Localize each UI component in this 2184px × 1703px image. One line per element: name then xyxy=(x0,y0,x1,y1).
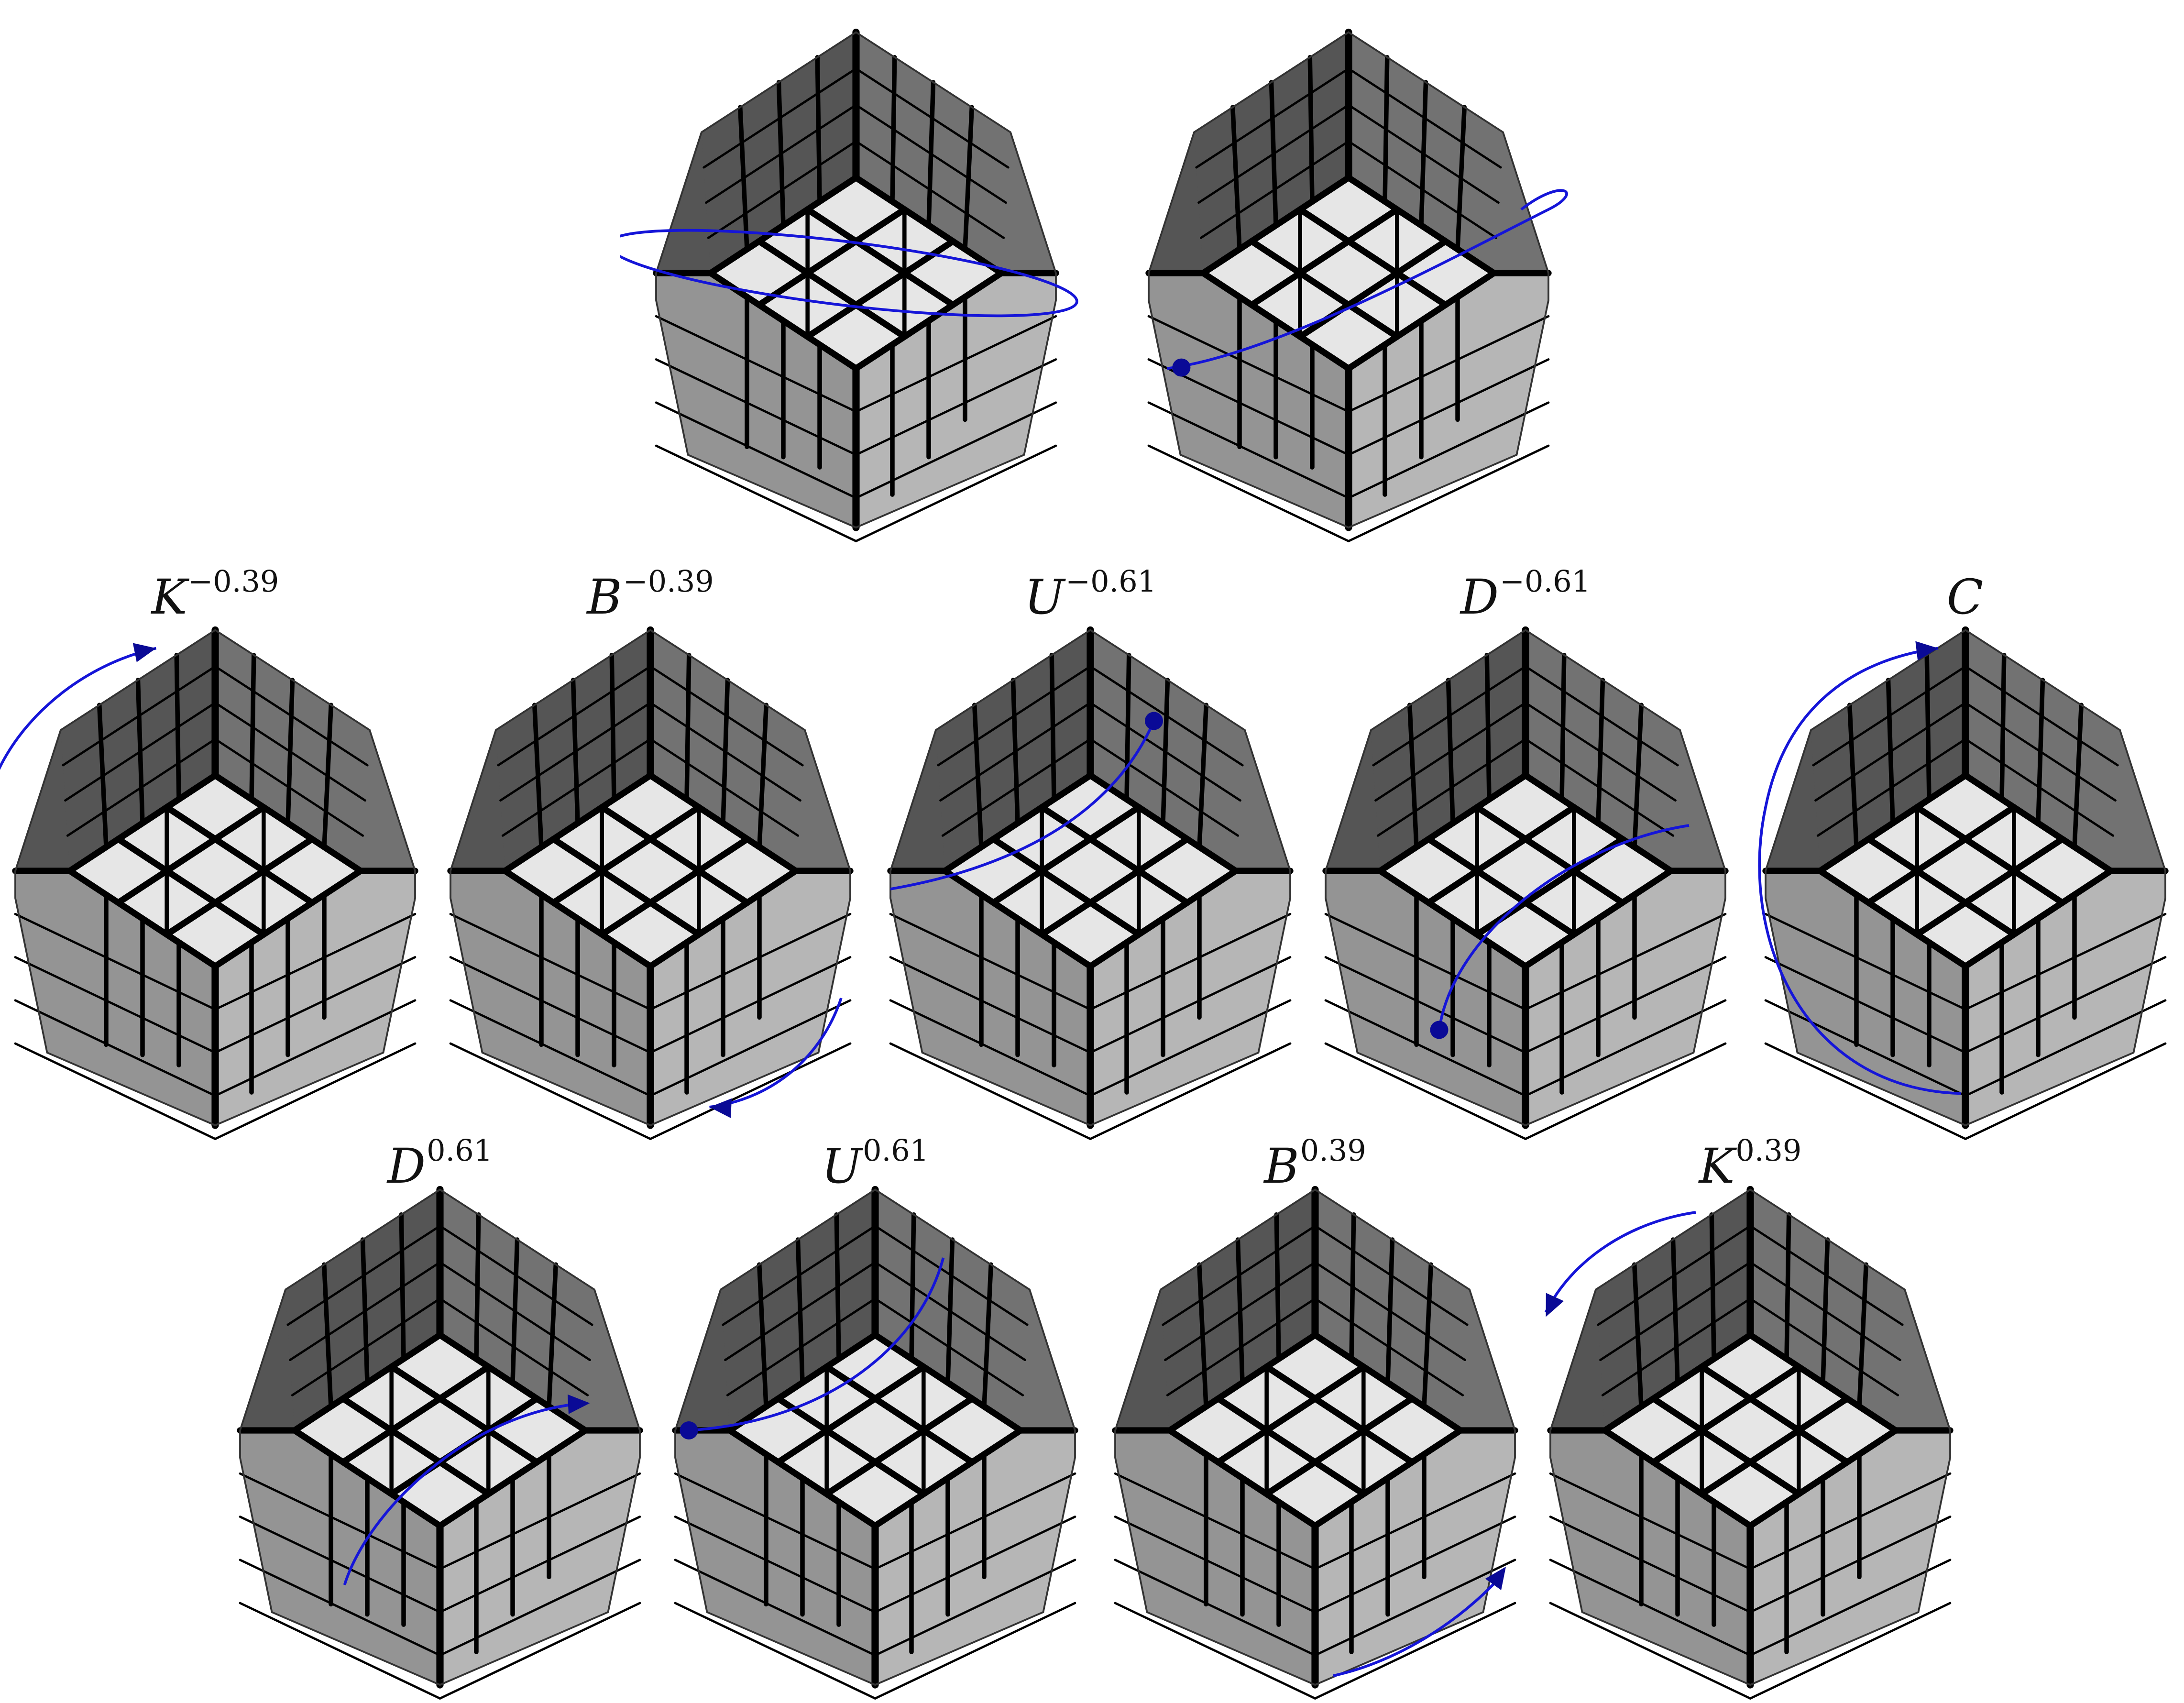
move-letter: K xyxy=(151,569,187,625)
rotation-arrow xyxy=(1166,188,1568,377)
move-exponent: −0.39 xyxy=(623,564,714,599)
upper-right-face xyxy=(1090,630,1290,871)
move-letter: D xyxy=(387,1138,426,1194)
rotation-arrow xyxy=(620,229,1078,317)
move-label: K−0.39 xyxy=(152,567,279,621)
rotation-arrow xyxy=(1758,641,1961,1095)
puzzle-middle-4 xyxy=(1758,626,2169,1140)
upper-right-face xyxy=(440,1189,640,1430)
rotation-arrow xyxy=(1430,824,1690,1039)
puzzle-bottom-2 xyxy=(1112,1186,1518,1700)
upper-right-face xyxy=(1526,630,1725,871)
move-exponent: 0.39 xyxy=(1300,1133,1366,1168)
upper-right-face xyxy=(215,630,415,871)
move-letter: B xyxy=(587,569,622,625)
puzzle-middle-1 xyxy=(447,626,854,1140)
upper-right-face xyxy=(856,32,1056,273)
rotation-arrow xyxy=(680,1257,945,1439)
move-letter: C xyxy=(1946,569,1984,625)
upper-right-face xyxy=(1750,1189,1950,1430)
move-label: U0.61 xyxy=(822,1136,929,1190)
move-letter: U xyxy=(821,1138,862,1194)
puzzle-bottom-3 xyxy=(1544,1186,1954,1700)
upper-right-face xyxy=(1349,32,1548,273)
move-label: C xyxy=(1947,567,1985,621)
puzzle-middle-2 xyxy=(887,626,1294,1140)
move-exponent: 0.61 xyxy=(427,1133,493,1168)
puzzle-initial-state xyxy=(620,28,1078,542)
rotation-arrow xyxy=(709,997,843,1118)
upper-right-face xyxy=(1965,630,2165,871)
move-letter: U xyxy=(1024,569,1065,625)
move-label: D−0.61 xyxy=(1460,567,1591,621)
move-letter: B xyxy=(1264,1138,1299,1194)
puzzle-combined-move xyxy=(1145,28,1568,542)
move-label: D0.61 xyxy=(387,1136,493,1190)
rotation-arrow xyxy=(343,1394,590,1585)
move-exponent: 0.61 xyxy=(863,1133,929,1168)
puzzle-bottom-1 xyxy=(672,1186,1078,1700)
move-label: U−0.61 xyxy=(1024,567,1156,621)
rotation-arrow xyxy=(890,712,1163,890)
puzzle-middle-3 xyxy=(1322,626,1729,1140)
upper-right-face xyxy=(1315,1189,1515,1430)
move-label: B−0.39 xyxy=(587,567,714,621)
move-exponent: −0.39 xyxy=(188,564,279,599)
rotation-arrow xyxy=(1333,1566,1506,1677)
puzzle-bottom-0 xyxy=(237,1186,643,1700)
move-exponent: 0.39 xyxy=(1735,1133,1802,1168)
puzzle-middle-0 xyxy=(0,626,418,1140)
move-label: B0.39 xyxy=(1264,1136,1366,1190)
move-letter: D xyxy=(1460,569,1499,625)
move-exponent: −0.61 xyxy=(1500,564,1591,599)
rotation-arrow xyxy=(1544,1210,1696,1317)
rotation-arrow xyxy=(0,642,157,770)
move-label: K0.39 xyxy=(1699,1136,1802,1190)
upper-right-face xyxy=(650,630,850,871)
move-exponent: −0.61 xyxy=(1065,564,1157,599)
move-letter: K xyxy=(1699,1138,1735,1194)
upper-right-face xyxy=(875,1189,1075,1430)
